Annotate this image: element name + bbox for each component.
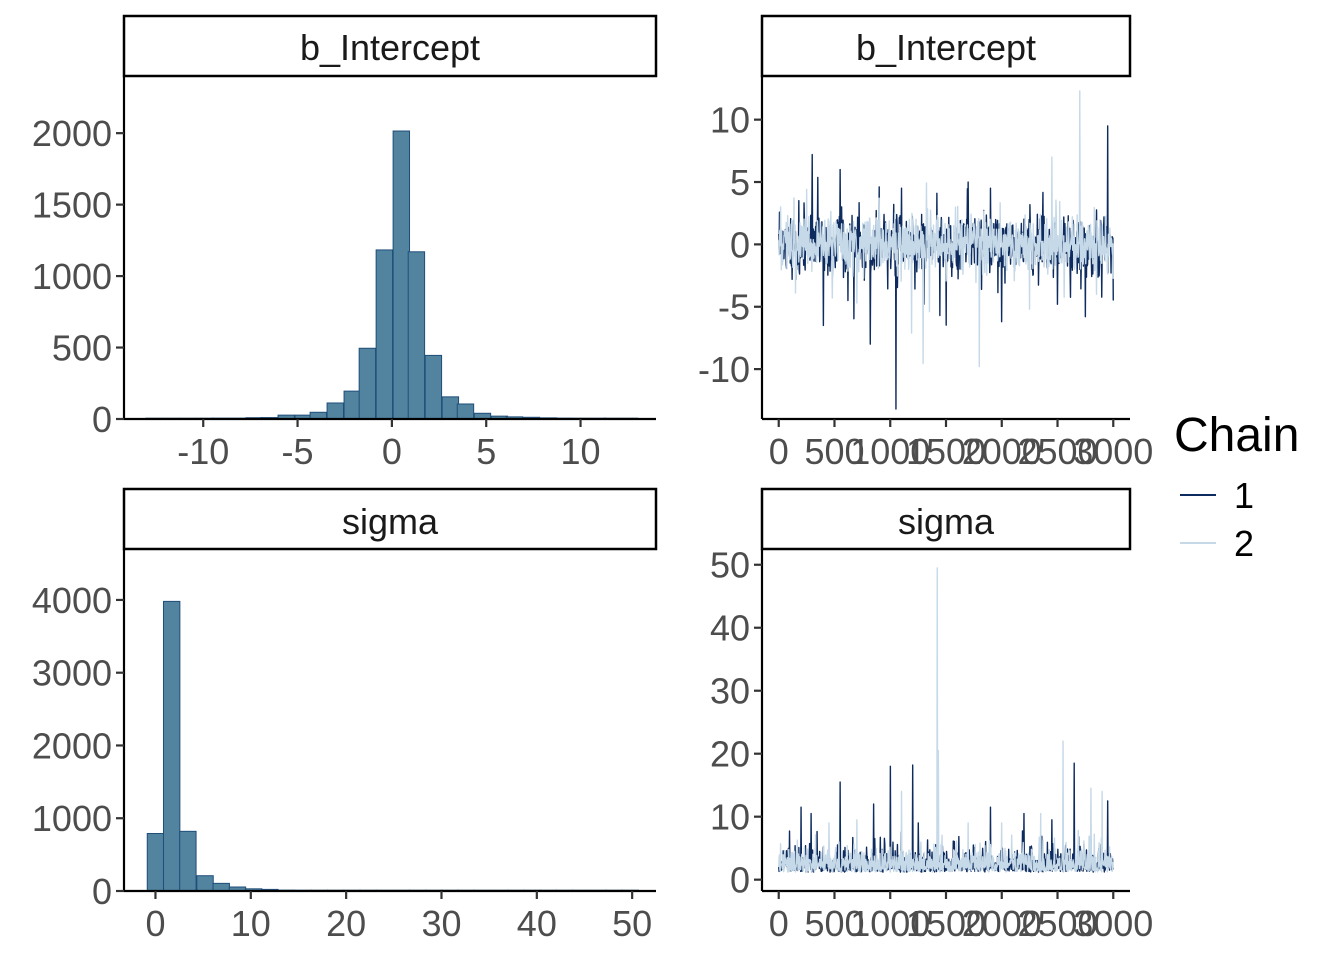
legend-label-chain-2: 2 (1234, 523, 1254, 564)
legend-label-chain-1: 1 (1234, 475, 1254, 516)
histogram-bar (375, 249, 394, 420)
y-tick-label: -10 (698, 349, 750, 390)
strip-box (122, 487, 658, 551)
histogram-bar (358, 347, 377, 420)
histogram-bars (146, 600, 639, 892)
y-tick-label: 5 (730, 162, 750, 203)
x-tick-label: 1000 (850, 903, 930, 944)
x-tick-label: 2500 (1017, 431, 1097, 472)
strip-title-trace-sigma: sigma (898, 501, 995, 542)
histogram-bar (146, 833, 165, 892)
trace-lines (778, 567, 1114, 873)
x-tick-label: 0 (769, 903, 789, 944)
histogram-bar (424, 354, 443, 420)
y-tick-label: 3000 (32, 653, 112, 694)
panel-hist-sigma: sigma 0 1000 2000 3000 4000 0 10 20 30 40 50 (32, 487, 658, 944)
x-tick-label: 0 (769, 431, 789, 472)
x-tick-label: 2000 (962, 431, 1042, 472)
x-tick-label: 1000 (850, 431, 930, 472)
y-tick-label: 50 (710, 545, 750, 586)
x-tick-label: 0 (145, 903, 165, 944)
strip-title-hist-b-intercept: b_Intercept (300, 27, 480, 68)
y-tick-label: 10 (710, 797, 750, 838)
axes: 0 1000 2000 3000 4000 0 10 20 30 40 50 (32, 549, 656, 944)
x-tick-label: 1500 (906, 903, 986, 944)
histogram-bar (392, 130, 411, 420)
y-tick-label: 0 (730, 224, 750, 265)
x-tick-label: 3000 (1073, 431, 1153, 472)
x-tick-label: -5 (282, 431, 314, 472)
histogram-bar (326, 402, 344, 420)
y-tick-label: 30 (710, 671, 750, 712)
x-tick-label: 5 (476, 431, 496, 472)
trace-lines (778, 90, 1114, 410)
x-tick-label: 0 (382, 431, 402, 472)
y-tick-label: -5 (718, 287, 750, 328)
strip-box (760, 14, 1132, 78)
axes: 0 500 1000 1500 2000 -10 -5 0 5 10 (32, 76, 656, 472)
trace-line-chain-2 (778, 90, 1114, 368)
x-tick-label: 2500 (1017, 903, 1097, 944)
y-tick-label: 0 (730, 860, 750, 901)
y-tick-label: 2000 (32, 113, 112, 154)
y-tick-label: 4000 (32, 580, 112, 621)
x-tick-label: 2000 (962, 903, 1042, 944)
y-tick-label: 0 (92, 871, 112, 912)
histogram-bars (145, 130, 639, 420)
legend-title: Chain (1174, 409, 1299, 462)
x-tick-label: 3000 (1073, 903, 1153, 944)
panel-trace-b-intercept: b_Intercept -10 -5 0 5 10 0 500100015002000250… (698, 14, 1153, 472)
x-tick-label: 40 (517, 903, 557, 944)
x-tick-label: 10 (561, 431, 601, 472)
y-tick-label: 40 (710, 608, 750, 649)
y-tick-label: 20 (710, 734, 750, 775)
y-tick-label: 1000 (32, 256, 112, 297)
x-tick-label: 20 (326, 903, 366, 944)
histogram-bar (162, 600, 181, 892)
strip-box (122, 14, 658, 78)
x-tick-label: 50 (612, 903, 652, 944)
y-tick-label: 500 (52, 328, 112, 369)
x-tick-label: 500 (804, 431, 864, 472)
trace-line-chain-2 (778, 567, 1114, 873)
x-tick-label: 10 (231, 903, 271, 944)
y-tick-label: 0 (92, 399, 112, 440)
histogram-bar (441, 396, 460, 420)
x-tick-label: 1500 (906, 431, 986, 472)
y-tick-label: 2000 (32, 725, 112, 766)
histogram-bar (456, 403, 475, 420)
x-tick-label: -10 (177, 431, 229, 472)
legend: Chain 1 2 (1174, 409, 1299, 564)
x-tick-label: 30 (421, 903, 461, 944)
y-tick-label: 1500 (32, 185, 112, 226)
y-tick-label: 10 (710, 100, 750, 141)
histogram-bar (343, 390, 361, 420)
x-tick-label: 500 (804, 903, 864, 944)
strip-title-hist-sigma: sigma (342, 501, 439, 542)
histogram-bar (407, 251, 426, 420)
histogram-bar (179, 830, 197, 892)
panel-hist-b-intercept: b_Intercept 0 500 1000 1500 2000 -10 -5 0 5 10 (32, 14, 658, 472)
strip-title-trace-b-intercept: b_Intercept (856, 27, 1036, 68)
strip-box (760, 487, 1132, 551)
y-tick-label: 1000 (32, 798, 112, 839)
histogram-bar (196, 875, 214, 892)
histogram-bar (212, 882, 230, 892)
